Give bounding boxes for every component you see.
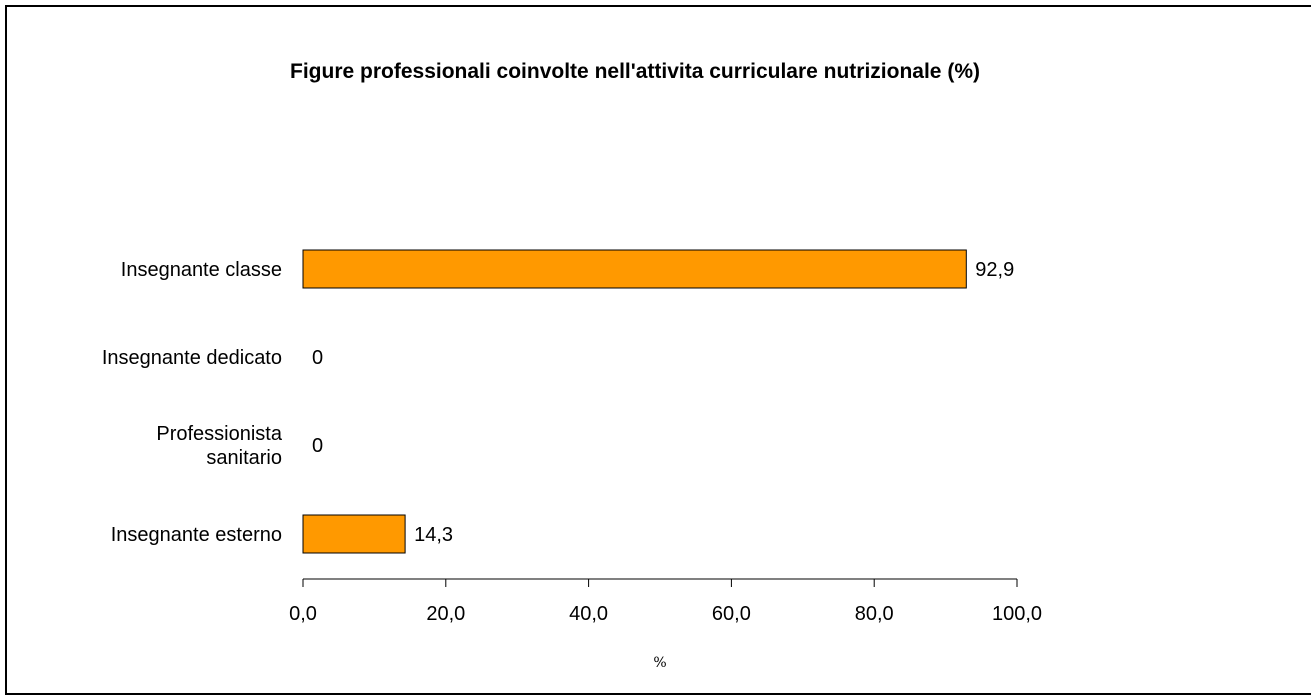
data-label: 14,3: [414, 524, 453, 546]
bar: [302, 249, 967, 289]
x-axis-title: %: [653, 655, 666, 671]
category-label: Insegnante esterno: [111, 524, 282, 546]
data-label: 0: [312, 435, 323, 457]
x-tick-label: 40,0: [569, 603, 608, 625]
bar: [302, 514, 406, 554]
x-tick-label: 60,0: [712, 603, 751, 625]
chart-frame: [5, 5, 1311, 695]
category-label: Insegnante classe: [121, 259, 282, 281]
x-tick-label: 80,0: [855, 603, 894, 625]
category-label: sanitario: [206, 447, 282, 469]
chart-title: Figure professionali coinvolte nell'atti…: [290, 60, 980, 83]
data-label: 92,9: [975, 259, 1014, 281]
x-tick-label: 0,0: [289, 603, 317, 625]
category-label: Professionista: [156, 423, 282, 445]
category-label: Insegnante dedicato: [102, 347, 282, 369]
x-tick-label: 100,0: [992, 603, 1042, 625]
data-label: 0: [312, 347, 323, 369]
x-tick-label: 20,0: [426, 603, 465, 625]
